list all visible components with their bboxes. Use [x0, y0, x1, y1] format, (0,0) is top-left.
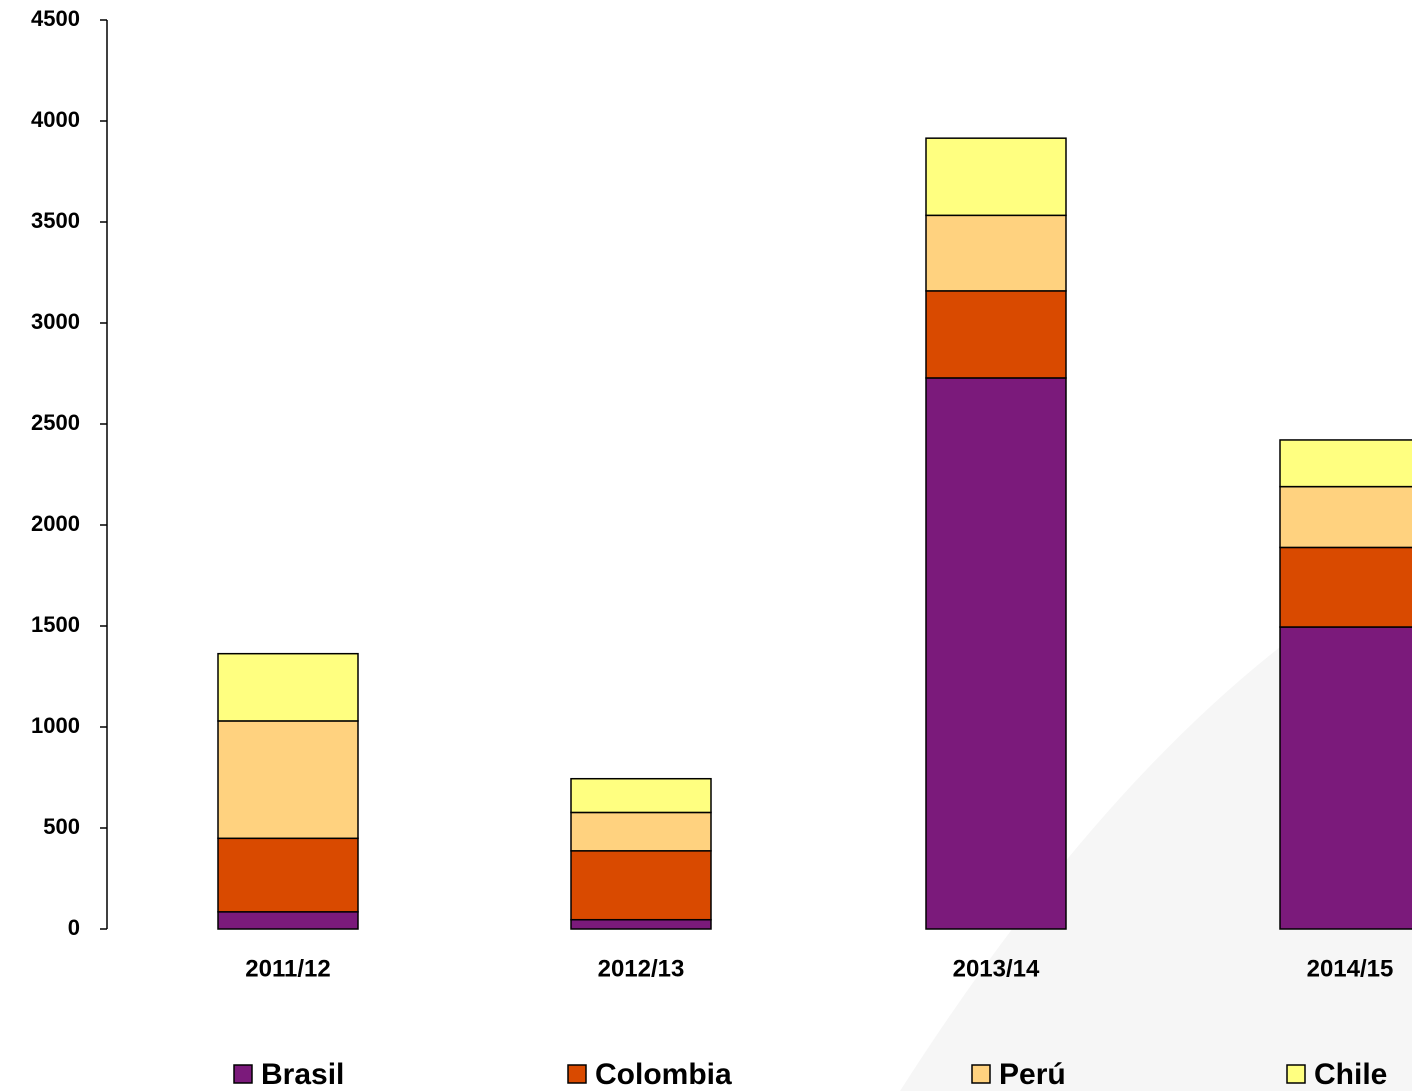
bar-segment — [570, 777, 712, 814]
y-tick-label: 500 — [43, 814, 80, 839]
bar-segment — [925, 137, 1067, 217]
bar-segment — [1279, 546, 1412, 628]
y-tick-label: 0 — [68, 915, 80, 940]
legend-swatch — [567, 1064, 587, 1084]
legend-label: Colombia — [595, 1058, 732, 1091]
x-tick-label: 2012/13 — [598, 955, 685, 982]
bar-segment — [217, 652, 359, 722]
bar-segment — [925, 377, 1067, 930]
y-tick-label: 2500 — [31, 410, 80, 435]
legend-swatch — [1286, 1064, 1306, 1084]
x-tick-label: 2013/14 — [953, 955, 1040, 982]
bar-segment — [1279, 626, 1412, 930]
y-tick-label: 4000 — [31, 107, 80, 132]
bar-segment — [217, 911, 359, 930]
y-tick-label: 4500 — [31, 6, 80, 31]
legend-label: Chile — [1314, 1058, 1387, 1091]
bar-segment — [1279, 439, 1412, 488]
y-tick-label: 2000 — [31, 511, 80, 536]
bar-segment — [570, 918, 712, 930]
bar-segment — [217, 720, 359, 840]
bar-segment — [570, 850, 712, 921]
bar-segment — [925, 214, 1067, 292]
y-tick-label: 1000 — [31, 713, 80, 738]
bar-segment — [925, 290, 1067, 379]
bar-segment — [1279, 485, 1412, 549]
bar-segment — [217, 837, 359, 913]
legend-label: Brasil — [261, 1058, 344, 1091]
y-tick-label: 3500 — [31, 208, 80, 233]
x-tick-label: 2011/12 — [245, 955, 330, 982]
legend-swatch — [233, 1064, 253, 1084]
legend-label: Perú — [999, 1058, 1066, 1091]
y-tick-label: 3000 — [31, 309, 80, 334]
y-tick-label: 1500 — [31, 612, 80, 637]
x-tick-label: 2014/15 — [1307, 955, 1394, 982]
bar-segment — [570, 811, 712, 852]
legend-swatch — [971, 1064, 991, 1084]
